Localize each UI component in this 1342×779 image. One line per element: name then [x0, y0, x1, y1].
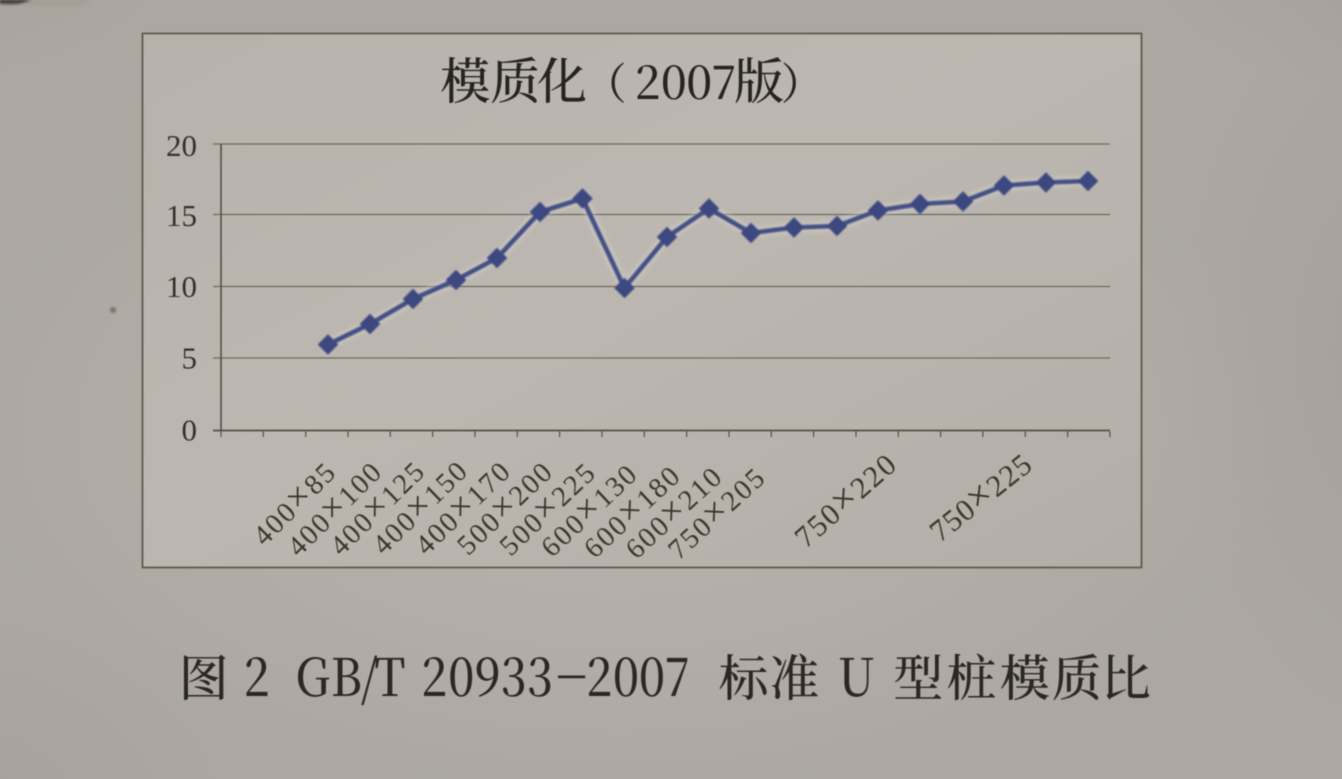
svg-text:10: 10	[166, 269, 197, 304]
svg-text:15: 15	[166, 198, 197, 233]
svg-text:20: 20	[166, 128, 197, 163]
svg-text:0: 0	[182, 412, 198, 447]
svg-text:5: 5	[182, 341, 198, 376]
